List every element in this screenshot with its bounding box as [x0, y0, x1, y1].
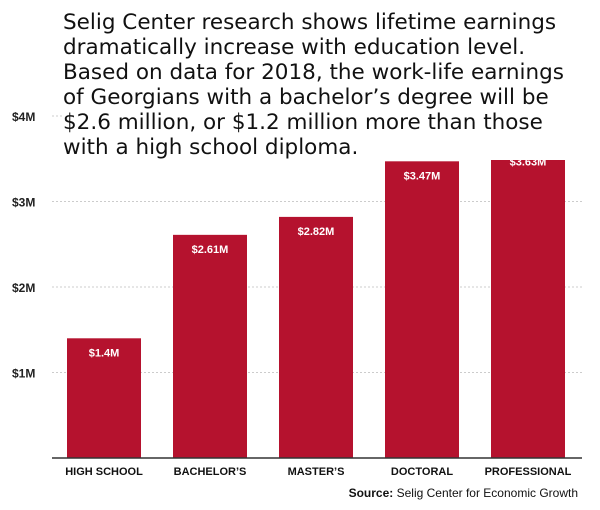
y-tick-label: $3M — [12, 196, 35, 210]
y-tick-label: $2M — [12, 281, 35, 295]
y-tick-label: $1M — [12, 367, 35, 381]
description-line: with a high school diploma. — [63, 135, 359, 160]
bar — [279, 216, 353, 458]
bar — [491, 147, 565, 458]
description-line: dramatically increase with education lev… — [63, 35, 526, 60]
x-tick-label: PROFESSIONAL — [485, 466, 572, 478]
bar-value-label: $2.82M — [298, 226, 335, 238]
bar — [173, 234, 247, 458]
bar — [67, 338, 141, 458]
x-tick-label: MASTER’S — [288, 466, 345, 478]
source-text: Selig Center for Economic Growth — [396, 486, 578, 500]
source-note: Source: Selig Center for Economic Growth — [349, 486, 578, 500]
y-tick-label: $4M — [12, 110, 35, 124]
bar-value-label: $1.4M — [89, 347, 120, 359]
description-line: Based on data for 2018, the work-life ea… — [63, 60, 564, 85]
source-label: Source: — [348, 486, 394, 500]
bar — [385, 161, 459, 458]
description-line: of Georgians with a bachelor’s degree wi… — [63, 85, 549, 110]
x-tick-label: DOCTORAL — [391, 466, 453, 478]
bar-value-label: $3.47M — [404, 170, 441, 182]
x-tick-label: HIGH SCHOOL — [65, 466, 143, 478]
description-line: $2.6 million, or $1.2 million more than … — [63, 110, 543, 135]
bar-value-label: $2.61M — [192, 244, 229, 256]
chart-description: Selig Center research shows lifetime ear… — [63, 10, 593, 160]
description-line: Selig Center research shows lifetime ear… — [63, 10, 557, 35]
x-tick-label: BACHELOR’S — [174, 466, 247, 478]
